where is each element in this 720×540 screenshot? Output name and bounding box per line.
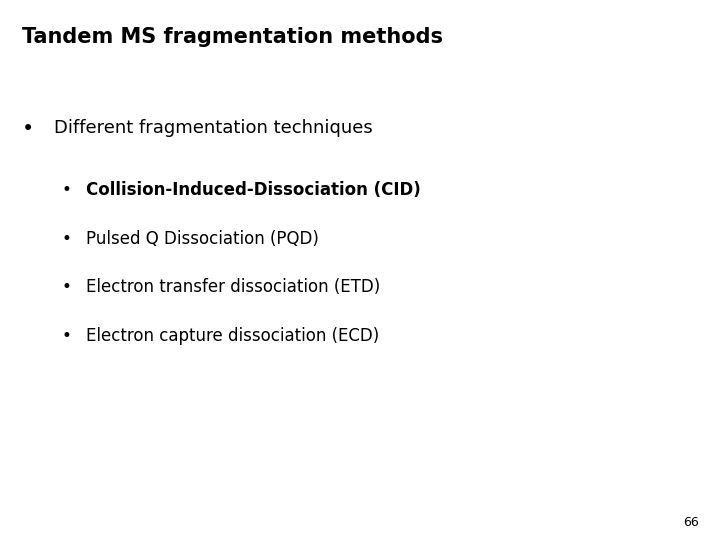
Text: Different fragmentation techniques: Different fragmentation techniques [54, 119, 373, 137]
Text: Electron transfer dissociation (ETD): Electron transfer dissociation (ETD) [86, 278, 381, 296]
Text: Electron capture dissociation (ECD): Electron capture dissociation (ECD) [86, 327, 379, 345]
Text: Pulsed Q Dissociation (PQD): Pulsed Q Dissociation (PQD) [86, 230, 319, 247]
Text: Collision-Induced-Dissociation (CID): Collision-Induced-Dissociation (CID) [86, 181, 421, 199]
Text: Tandem MS fragmentation methods: Tandem MS fragmentation methods [22, 27, 443, 47]
Text: •: • [22, 119, 34, 139]
Text: 66: 66 [683, 516, 698, 529]
Text: •: • [61, 181, 71, 199]
Text: •: • [61, 278, 71, 296]
Text: •: • [61, 327, 71, 345]
Text: •: • [61, 230, 71, 247]
